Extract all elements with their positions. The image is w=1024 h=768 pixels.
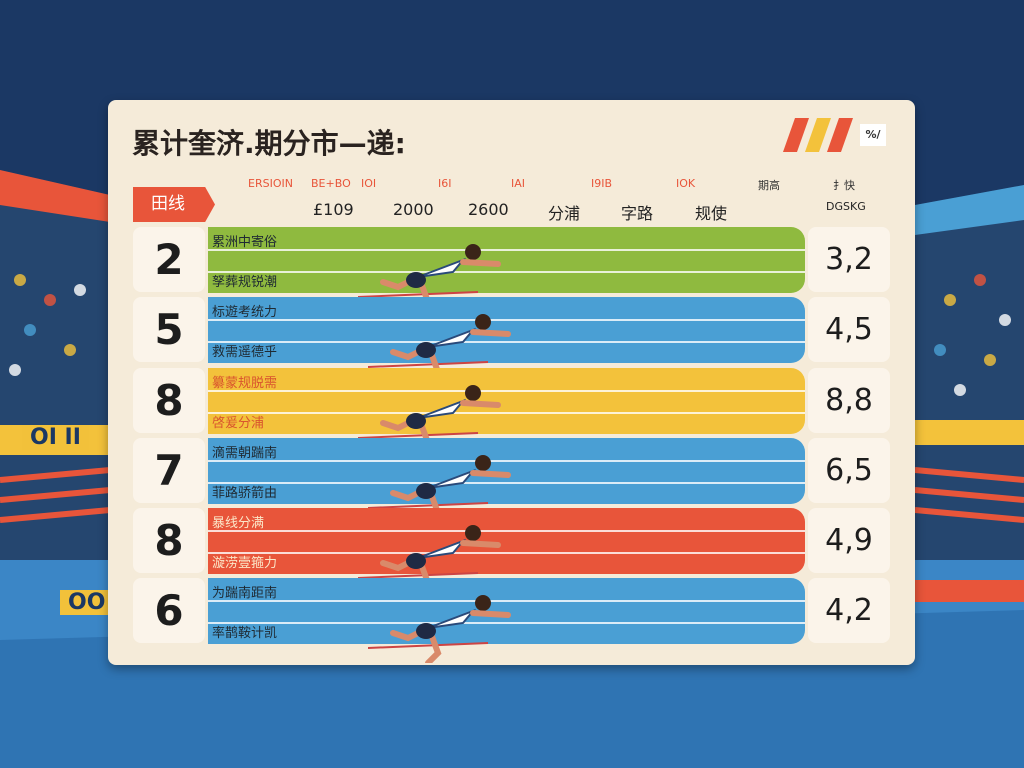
score: 4,9 bbox=[808, 508, 890, 573]
column-header: 字路 bbox=[621, 204, 654, 223]
column-header: DGSKG bbox=[826, 200, 866, 213]
runner bbox=[368, 595, 511, 663]
lane-line bbox=[208, 622, 805, 624]
column-header: £109 bbox=[313, 200, 354, 219]
lane: 累洲中寄俗孥葬规锐潮 bbox=[208, 227, 805, 293]
lane-label: 率鹊鞍计凯 bbox=[212, 626, 278, 641]
rank: 2 bbox=[133, 227, 205, 292]
lane-line bbox=[208, 530, 805, 532]
score: 3,2 bbox=[808, 227, 890, 292]
column-header: I6I bbox=[438, 177, 452, 190]
lane-line bbox=[208, 271, 805, 273]
stripes bbox=[783, 118, 853, 152]
column-header: 分浦 bbox=[548, 204, 581, 223]
lane-line bbox=[208, 552, 805, 554]
column-header: IOK bbox=[676, 177, 696, 190]
lane-line bbox=[208, 412, 805, 414]
scoreboard: 累计奎济.期分市—递: %/ 田线 ERSIOIN BE+BO IOI I6I IAI I… bbox=[108, 100, 915, 665]
lane: 标遊考统力救需遥德乎 bbox=[208, 297, 805, 363]
column-header: 期高 bbox=[758, 179, 780, 192]
badge: %/ bbox=[860, 124, 886, 146]
lane: 滴需朝踹南菲路骄箭由 bbox=[208, 438, 805, 504]
lane-line bbox=[208, 482, 805, 484]
lane-label: 漩涝壹箍力 bbox=[212, 556, 278, 571]
rank: 7 bbox=[133, 438, 205, 503]
column-header: 2600 bbox=[468, 200, 509, 219]
column-header: I9IB bbox=[591, 177, 613, 190]
rank: 6 bbox=[133, 578, 205, 643]
lane-line bbox=[208, 390, 805, 392]
lane: 纂蒙规脱需 啓爰分浦 bbox=[208, 368, 805, 434]
lane-label: 为踹南距南 bbox=[212, 586, 278, 601]
score: 6,5 bbox=[808, 438, 890, 503]
lane-label: 啓爰分浦 bbox=[212, 416, 265, 431]
column-header: IAI bbox=[511, 177, 526, 190]
column-header: BE+BO bbox=[311, 177, 351, 190]
column-header: IOI bbox=[361, 177, 377, 190]
lane: 暴线分满 漩涝壹箍力 bbox=[208, 508, 805, 574]
lane-line bbox=[208, 319, 805, 321]
lane-label: 滴需朝踹南 bbox=[212, 446, 278, 461]
lane-label: 标遊考统力 bbox=[212, 305, 278, 320]
lane-line bbox=[208, 249, 805, 251]
lane-line bbox=[208, 341, 805, 343]
score: 4,2 bbox=[808, 578, 890, 643]
column-header: 规使 bbox=[695, 204, 728, 223]
rank: 5 bbox=[133, 297, 205, 362]
lane: 为踹南距南率鹊鞍计凯 bbox=[208, 578, 805, 644]
column-header: ERSIOIN bbox=[248, 177, 293, 190]
lane-label: 菲路骄箭由 bbox=[212, 486, 278, 501]
sign: OI II bbox=[22, 425, 89, 450]
score: 8,8 bbox=[808, 368, 890, 433]
title: 累计奎济.期分市—递: bbox=[132, 127, 406, 160]
tab: 田线 bbox=[133, 187, 215, 222]
lane-label: 孥葬规锐潮 bbox=[212, 275, 278, 290]
lane-line bbox=[208, 600, 805, 602]
lane-line bbox=[208, 460, 805, 462]
column-header: 2000 bbox=[393, 200, 434, 219]
score: 4,5 bbox=[808, 297, 890, 362]
lane-label: 累洲中寄俗 bbox=[212, 235, 278, 250]
rank: 8 bbox=[133, 508, 205, 573]
lane-label: 暴线分满 bbox=[212, 516, 265, 531]
column-header: 扌快 bbox=[833, 179, 855, 192]
lane-label: 救需遥德乎 bbox=[212, 345, 278, 360]
sign: OO bbox=[60, 590, 114, 615]
rank: 8 bbox=[133, 368, 205, 433]
lane-label: 纂蒙规脱需 bbox=[212, 376, 278, 391]
